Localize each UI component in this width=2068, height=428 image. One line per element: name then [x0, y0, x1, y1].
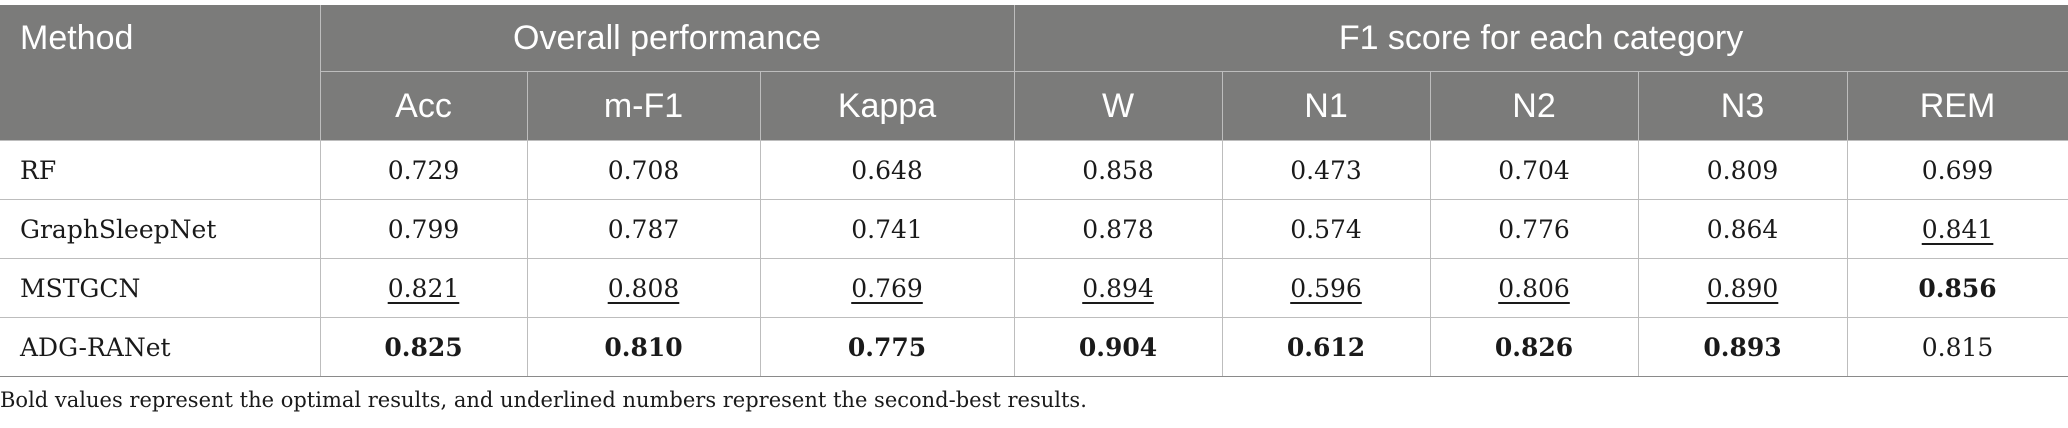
value-cell: 0.776	[1429, 199, 1639, 259]
value-cell: 0.858	[1013, 140, 1223, 200]
value-cell: 0.904	[1013, 317, 1223, 377]
header-row-groups: Method Overall performance F1 score for …	[0, 5, 2068, 141]
overall-performance-group-header: Overall performance	[319, 5, 1015, 72]
value-cell: 0.574	[1221, 199, 1431, 259]
method-name-cell: RF	[0, 140, 321, 200]
header-row-columns: Acc m-F1 Kappa W N1 N2 N3 REM	[0, 71, 2068, 141]
table-row: MSTGCN 0.821 0.808 0.769 0.894 0.596 0.8…	[0, 258, 2068, 318]
results-table: Method Overall performance F1 score for …	[0, 5, 2068, 377]
value-cell: 0.473	[1221, 140, 1431, 200]
column-header-n3: N3	[1637, 71, 1848, 141]
value-cell: 0.809	[1637, 140, 1848, 200]
f1-category-group-header: F1 score for each category	[1013, 5, 2068, 72]
value-cell: 0.704	[1429, 140, 1639, 200]
method-name-cell: GraphSleepNet	[0, 199, 321, 259]
value-cell: 0.808	[526, 258, 761, 318]
value-cell: 0.775	[759, 317, 1015, 377]
value-cell: 0.826	[1429, 317, 1639, 377]
column-header-kappa: Kappa	[759, 71, 1015, 141]
value-cell: 0.810	[526, 317, 761, 377]
value-cell: 0.596	[1221, 258, 1431, 318]
value-cell: 0.648	[759, 140, 1015, 200]
column-header-rem: REM	[1846, 71, 2068, 141]
value-cell: 0.708	[526, 140, 761, 200]
method-name-cell: MSTGCN	[0, 258, 321, 318]
value-cell: 0.815	[1846, 317, 2068, 377]
value-cell: 0.878	[1013, 199, 1223, 259]
value-cell: 0.825	[319, 317, 528, 377]
table-row: GraphSleepNet 0.799 0.787 0.741 0.878 0.…	[0, 199, 2068, 259]
column-header-n2: N2	[1429, 71, 1639, 141]
column-header-n1: N1	[1221, 71, 1431, 141]
value-cell: 0.699	[1846, 140, 2068, 200]
column-header-acc: Acc	[319, 71, 528, 141]
value-cell: 0.741	[759, 199, 1015, 259]
value-cell: 0.787	[526, 199, 761, 259]
value-cell: 0.856	[1846, 258, 2068, 318]
value-cell: 0.769	[759, 258, 1015, 318]
value-cell: 0.821	[319, 258, 528, 318]
column-header-w: W	[1013, 71, 1223, 141]
value-cell: 0.729	[319, 140, 528, 200]
value-cell: 0.864	[1637, 199, 1848, 259]
value-cell: 0.799	[319, 199, 528, 259]
value-cell: 0.894	[1013, 258, 1223, 318]
value-cell: 0.893	[1637, 317, 1848, 377]
value-cell: 0.806	[1429, 258, 1639, 318]
table-footnote: Bold values represent the optimal result…	[0, 388, 1087, 412]
value-cell: 0.890	[1637, 258, 1848, 318]
method-name-cell: ADG-RANet	[0, 317, 321, 377]
column-header-m-f1: m-F1	[526, 71, 761, 141]
value-cell: 0.841	[1846, 199, 2068, 259]
table-row: RF 0.729 0.708 0.648 0.858 0.473 0.704 0…	[0, 140, 2068, 200]
value-cell: 0.612	[1221, 317, 1431, 377]
method-column-header: Method	[0, 5, 321, 141]
table-row: ADG-RANet 0.825 0.810 0.775 0.904 0.612 …	[0, 317, 2068, 377]
